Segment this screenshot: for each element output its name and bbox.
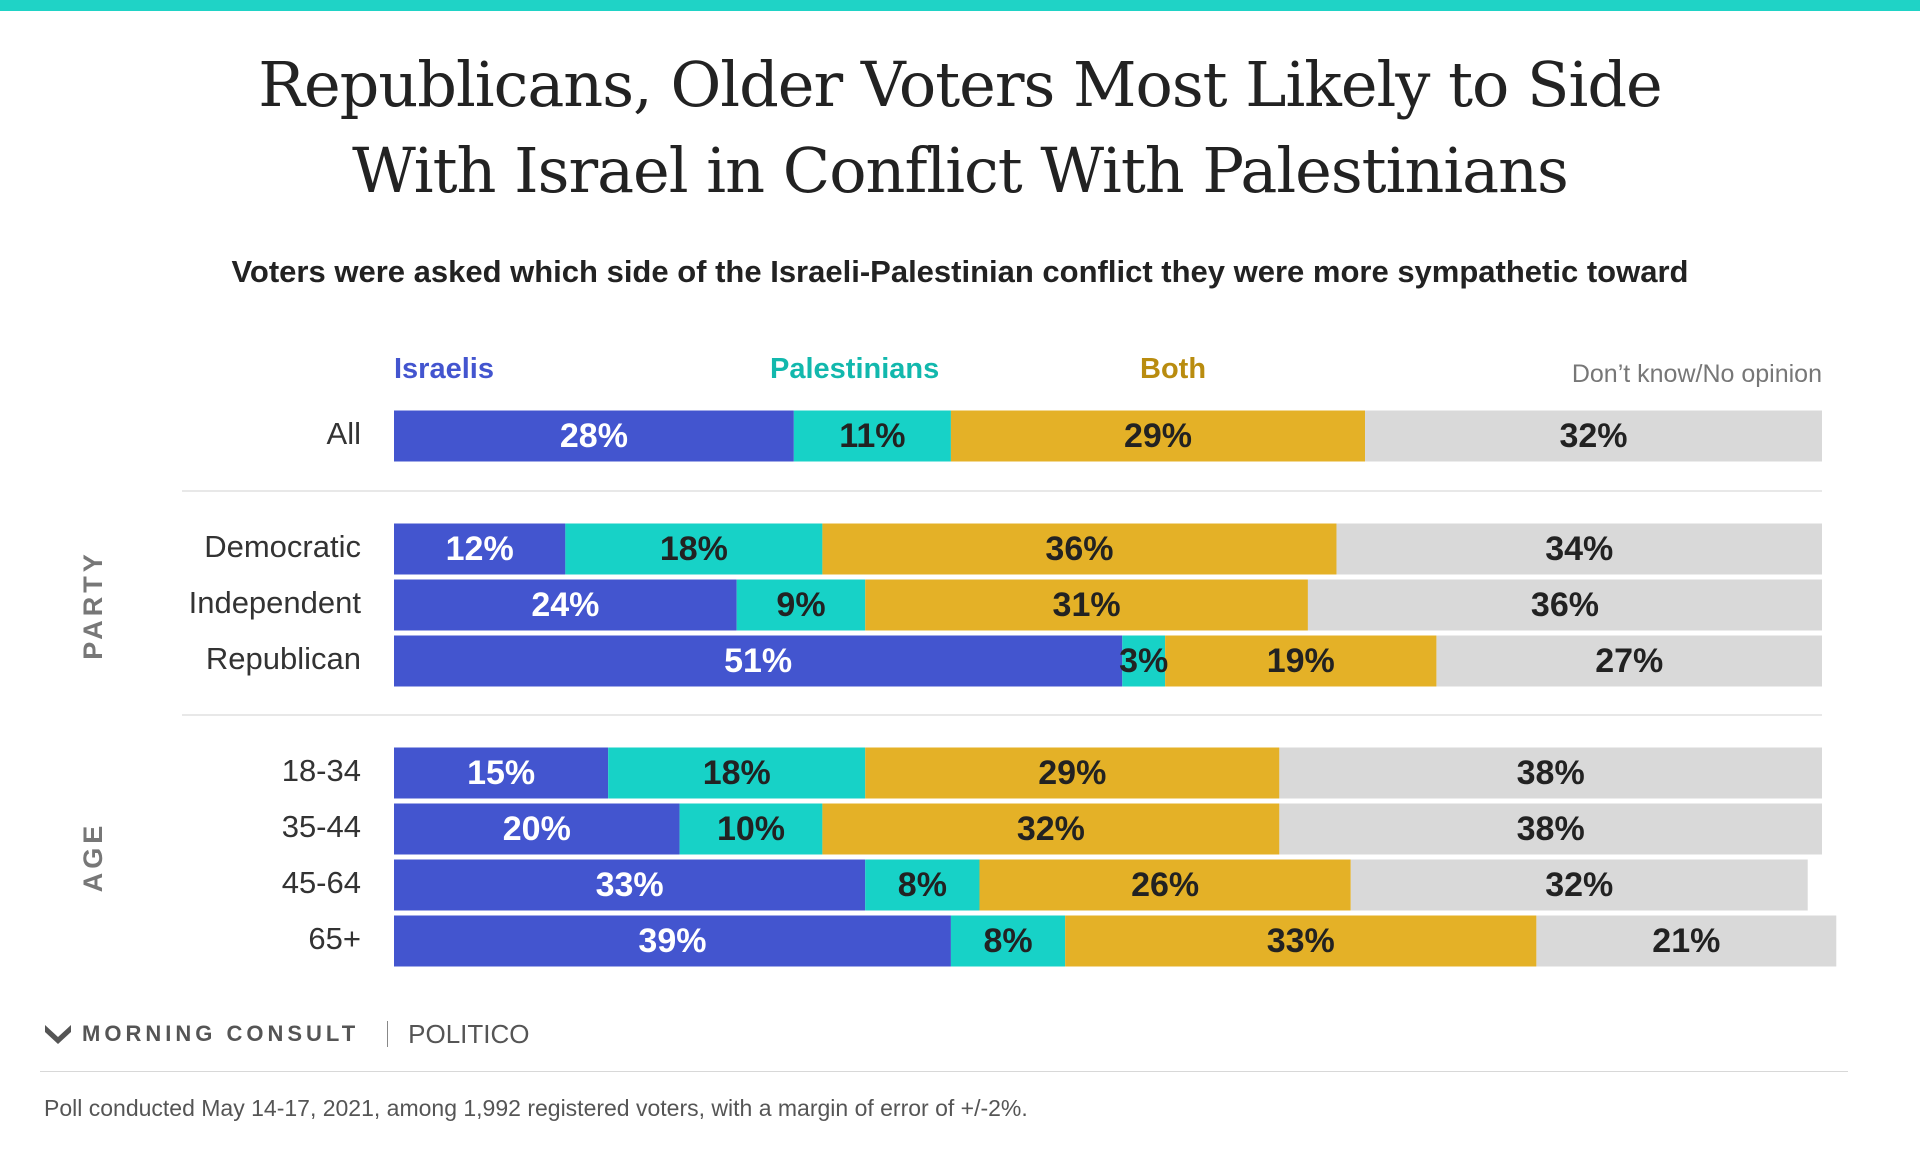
category-label-republican: Republican [206,641,361,676]
bar-don-t-know-no-opinion-45-64 [1350,859,1808,911]
data-label-palestinians-democratic: 18% [660,530,728,568]
legend-item-israelis: Israelis [394,353,494,385]
bar-israelis-18-34 [394,747,609,799]
data-label-israelis-independent: 24% [531,586,599,624]
legend-item-palestinians: Palestinians [770,353,939,385]
data-label-israelis-65: 39% [638,922,706,960]
bar-israelis-all [394,410,794,462]
data-label-palestinians-all: 11% [839,417,905,455]
bar-palestinians-republican [1122,635,1166,687]
chart-title: Republicans, Older Voters Most Likely to… [0,42,1920,214]
brand-name: MORNING CONSULT [82,1021,360,1046]
data-label-don-t-know-no-opinion-democratic: 34% [1545,530,1613,568]
data-label-israelis-democratic: 12% [446,530,514,568]
data-label-both-independent: 31% [1053,586,1121,624]
data-label-don-t-know-no-opinion-18-34: 38% [1517,754,1585,792]
bar-both-independent [865,579,1308,631]
bar-palestinians-45-64 [865,859,980,911]
bar-both-all [950,410,1366,462]
data-label-palestinians-independent: 9% [776,586,825,624]
data-label-don-t-know-no-opinion-65: 21% [1652,922,1720,960]
legend-item-don-t-know-no-opinion: Don’t know/No opinion [1572,360,1822,388]
data-label-don-t-know-no-opinion-45-64: 32% [1545,866,1613,904]
morning-consult-logo-icon [45,1025,71,1044]
top-accent-bar [0,0,1920,11]
chart-title-line-2: With Israel in Conflict With Palestinian… [352,134,1569,207]
bar-israelis-45-64 [394,859,866,911]
bar-palestinians-independent [736,579,866,631]
data-label-both-all: 29% [1124,417,1192,455]
stacked-bar-chart: Israelis Palestinians Both Don’t know/No op… [78,353,1837,967]
bar-both-35-44 [822,803,1280,855]
bar-israelis-35-44 [394,803,680,855]
data-label-both-45-64: 26% [1131,866,1199,904]
bar-don-t-know-no-opinion-18-34 [1279,747,1822,799]
bar-palestinians-65 [950,915,1066,967]
bar-don-t-know-no-opinion-all [1365,410,1822,462]
bar-don-t-know-no-opinion-democratic [1336,523,1822,575]
data-label-both-35-44: 32% [1017,810,1085,848]
data-label-israelis-45-64: 33% [596,866,664,904]
data-label-israelis-18-34: 15% [467,754,535,792]
data-label-both-republican: 19% [1267,642,1335,680]
bar-palestinians-35-44 [679,803,823,855]
group-label-age: AGE [78,822,108,893]
footer-divider [40,1071,1848,1072]
category-label-45-64: 45-64 [282,865,361,900]
data-label-israelis-35-44: 20% [503,810,571,848]
category-label-democratic: Democratic [204,529,361,564]
data-label-don-t-know-no-opinion-all: 32% [1559,417,1627,455]
category-label-18-34: 18-34 [282,753,361,788]
category-label-all: All [327,416,361,451]
bar-don-t-know-no-opinion-65 [1536,915,1837,967]
bar-israelis-65 [394,915,951,967]
bar-palestinians-all [793,410,951,462]
data-label-palestinians-35-44: 10% [717,810,785,848]
data-label-both-18-34: 29% [1038,754,1106,792]
data-label-palestinians-65: 8% [983,922,1032,960]
category-label-65: 65+ [308,921,361,956]
data-label-palestinians-45-64: 8% [898,866,947,904]
data-label-both-democratic: 36% [1045,530,1113,568]
group-label-party: PARTY [78,550,108,660]
data-label-don-t-know-no-opinion-35-44: 38% [1517,810,1585,848]
bar-both-65 [1065,915,1537,967]
data-label-palestinians-18-34: 18% [703,754,771,792]
bar-both-45-64 [979,859,1351,911]
bar-both-democratic [822,523,1337,575]
source-brand: MORNING CONSULT POLITICO [44,1017,530,1051]
data-label-both-65: 33% [1267,922,1335,960]
bar-don-t-know-no-opinion-35-44 [1279,803,1822,855]
data-label-israelis-all: 28% [560,417,628,455]
chart-title-line-1: Republicans, Older Voters Most Likely to… [258,48,1662,121]
data-label-don-t-know-no-opinion-republican: 27% [1595,642,1663,680]
chart-subtitle: Voters were asked which side of the Isra… [231,254,1689,289]
bar-israelis-republican [394,635,1123,687]
legend-item-both: Both [1140,353,1206,385]
bar-palestinians-18-34 [608,747,866,799]
bar-both-republican [1165,635,1437,687]
category-label-independent: Independent [189,585,362,620]
data-label-palestinians-republican: 3% [1119,642,1168,680]
bar-both-18-34 [865,747,1280,799]
bar-palestinians-democratic [565,523,823,575]
footnote: Poll conducted May 14-17, 2021, among 1,… [44,1095,1028,1121]
data-label-don-t-know-no-opinion-independent: 36% [1531,586,1599,624]
bar-israelis-democratic [394,523,566,575]
brand-divider [387,1021,389,1047]
bar-don-t-know-no-opinion-independent [1307,579,1822,631]
bar-israelis-independent [394,579,737,631]
bar-don-t-know-no-opinion-republican [1436,635,1822,687]
category-label-35-44: 35-44 [282,809,361,844]
data-label-israelis-republican: 51% [724,642,792,680]
partner-name: POLITICO [408,1018,530,1049]
